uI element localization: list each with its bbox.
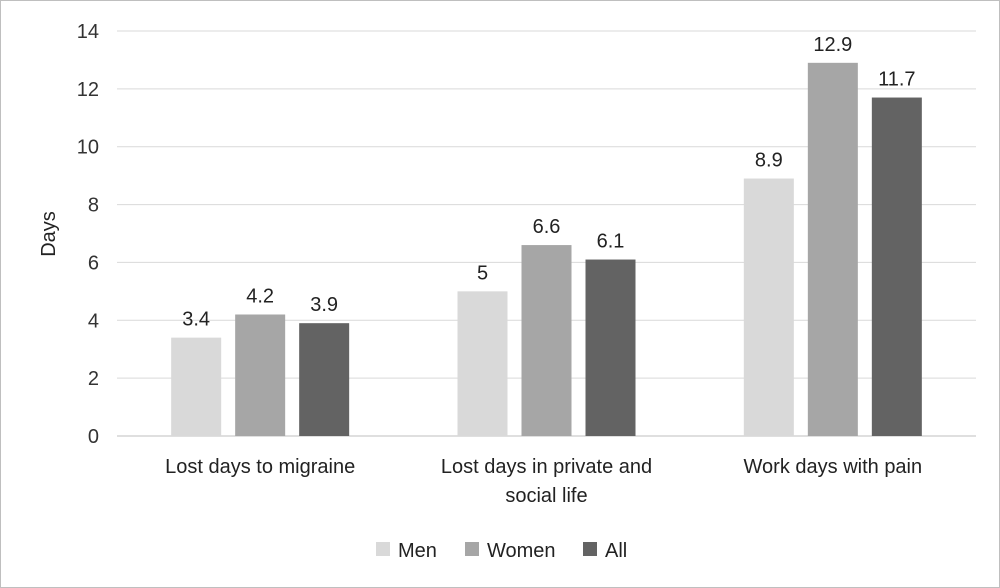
data-label: 6.6 [533,216,561,238]
bar-all [871,97,922,437]
data-labels: 3.4 4.2 3.9 5 6.6 6.1 8.9 12.9 11.7 [182,34,915,331]
data-label: 3.9 [310,294,338,316]
data-label: 11.7 [878,69,915,91]
x-axis-category-labels: Lost days to migraine Lost days in privat… [165,456,922,507]
y-tick-label: 8 [88,195,99,217]
legend-label-all: All [605,540,627,562]
y-tick-label: 2 [88,368,99,390]
legend-swatch-all [583,542,597,556]
data-label: 12.9 [813,34,852,56]
legend-label-women: Women [487,540,556,562]
bar-all [299,323,350,436]
x-category-label: Lost days in private and [441,456,652,478]
bar-men [457,291,508,436]
y-axis-ticks: 0 2 4 6 8 10 12 14 [77,21,99,448]
data-label: 3.4 [182,309,210,331]
data-label: 4.2 [246,286,274,308]
y-tick-label: 4 [88,310,99,332]
bars [171,62,922,437]
data-label: 8.9 [755,150,783,172]
x-category-label: Lost days to migraine [165,456,355,478]
y-axis-label: Days [38,211,60,257]
y-tick-label: 12 [77,79,99,101]
bar-women [521,245,572,436]
bar-women [807,62,858,436]
bar-all [585,259,636,436]
x-category-label: Work days with pain [744,456,923,478]
data-label: 5 [477,262,488,284]
legend-swatch-men [376,542,390,556]
legend: Men Women All [376,540,627,562]
y-tick-label: 10 [77,137,99,159]
legend-swatch-women [465,542,479,556]
legend-label-men: Men [398,540,437,562]
x-category-label: social life [505,485,587,507]
data-label: 6.1 [597,231,625,253]
y-tick-label: 14 [77,21,99,43]
y-tick-label: 6 [88,252,99,274]
y-tick-label: 0 [88,426,99,448]
bar-men [743,178,794,437]
bar-men [171,337,222,436]
bar-women [235,314,286,436]
